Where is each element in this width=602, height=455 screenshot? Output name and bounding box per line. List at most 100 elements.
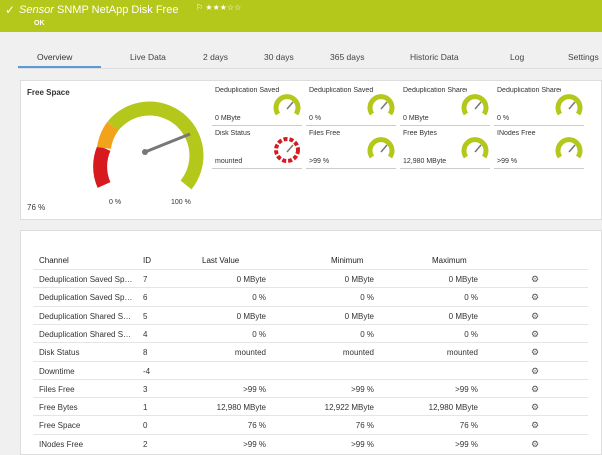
gauge-icon [555,137,583,159]
gauge-icon [286,101,294,110]
gauge-title: Free Space [27,88,70,97]
cell: 4 [143,329,148,339]
channel-settings-icon[interactable]: ⚙ [531,420,540,431]
channel-settings-icon[interactable]: ⚙ [531,347,540,358]
row-border [33,397,588,399]
cell: Deduplication Saved Sp… [39,293,133,303]
row-border [33,342,588,344]
check-icon: ✓ [5,3,16,17]
cell: -4 [143,366,151,376]
tile-label: Deduplication Shared … [497,87,561,94]
cell: 76 % [459,421,478,431]
channel-settings-icon[interactable]: ⚙ [531,274,540,284]
stars[interactable]: ⚐ ★★★☆☆ [196,3,242,12]
channel-settings-icon[interactable]: ⚙ [531,438,540,449]
gauge-icon [474,101,482,110]
cell: >99 % [351,439,374,449]
channel-settings-icon[interactable]: ⚙ [531,383,540,394]
channel-settings-icon[interactable]: ⚙ [531,328,540,339]
tab[interactable]: Live Data [130,52,166,62]
overview-panel [20,80,602,220]
gauge-max: 100 % [171,199,191,206]
cell: >99 % [455,384,478,394]
cell: 0 % [252,293,266,303]
cell: Deduplication Shared S… [39,311,132,321]
gauge-icon [568,101,576,110]
tab[interactable]: 30 days [264,52,294,62]
row-border [33,360,588,362]
cell: >99 % [351,384,374,394]
column-header: ID [143,256,151,265]
cell: 0 MByte [236,275,266,284]
status: OK [34,20,45,27]
tile-value: 0 MByte [403,115,429,122]
cell: >99 % [243,384,266,394]
tile-border [494,168,584,169]
cell: 0 % [464,293,478,303]
cell: 2 [143,439,148,449]
gauge-icon [461,94,489,116]
cell: 76 % [247,421,266,431]
gauge-icon [474,144,482,153]
tile-value: 0 % [497,115,510,122]
gauge-icon [461,137,489,159]
tab[interactable]: 365 days [330,52,365,62]
tile-value: >99 % [497,158,518,165]
cell: 12,922 MByte [324,403,374,413]
header: ✓ Sensor SNMP NetApp Disk Free ⚐ ★★★☆☆ O… [0,0,602,32]
tile-value: 12,980 MByte [403,158,447,165]
cell: 8 [143,348,148,358]
column-header: Last Value [202,256,240,265]
channel-settings-icon[interactable]: ⚙ [531,310,540,321]
row-border [33,269,588,270]
gauge-icon [380,144,388,153]
tile-value: 0 MByte [215,115,241,122]
cell: 0 MByte [448,275,478,284]
cell: 76 % [355,421,374,431]
cell: >99 % [455,439,478,449]
tab-underline [18,66,101,68]
channel-settings-icon[interactable]: ⚙ [531,292,540,303]
tab[interactable]: 2 days [203,52,229,62]
channel-settings-icon[interactable]: ⚙ [531,365,540,376]
tile-label: Files Free [309,130,341,137]
cell: Deduplication Shared S… [39,329,132,339]
cell: Downtime [39,366,75,376]
tab[interactable]: Overview [37,52,73,62]
cell: 0 % [360,329,374,339]
cell: mounted [342,348,374,358]
cell: 0 % [252,329,266,339]
gauge-icon [273,94,301,116]
cell: Files Free [39,384,75,394]
row-border [33,378,588,380]
tile-label: Deduplication Saved S… [215,87,279,94]
tab-border [18,68,602,69]
tile-border [494,125,584,126]
tile-label: Deduplication Shared S… [403,87,467,94]
tile-border [306,125,396,126]
cell: 0 % [464,329,478,339]
column-header: Maximum [432,256,467,265]
title: SNMP NetApp Disk Free [57,4,179,16]
tile-border [400,125,490,126]
tile-label: Disk Status [215,130,251,137]
tile-label: Deduplication Saved S… [309,87,373,94]
tab[interactable]: Settings [568,52,599,62]
cell: Disk Status [39,348,80,358]
tab[interactable]: Log [510,52,525,62]
column-header: Minimum [331,256,364,265]
gauge-icon [568,144,576,153]
tile-value: mounted [215,158,243,165]
cell: mounted [234,348,266,358]
cell: 5 [143,311,148,321]
cell: Free Space [39,421,81,431]
row-border [33,415,588,417]
cell: 0 [143,421,148,431]
cell: mounted [446,348,478,358]
tab[interactable]: Historic Data [410,52,459,62]
channel-settings-icon[interactable]: ⚙ [531,402,540,413]
tile-value: 0 % [309,115,322,122]
cell: Deduplication Saved Sp… [39,275,133,284]
tile-border [400,168,490,169]
